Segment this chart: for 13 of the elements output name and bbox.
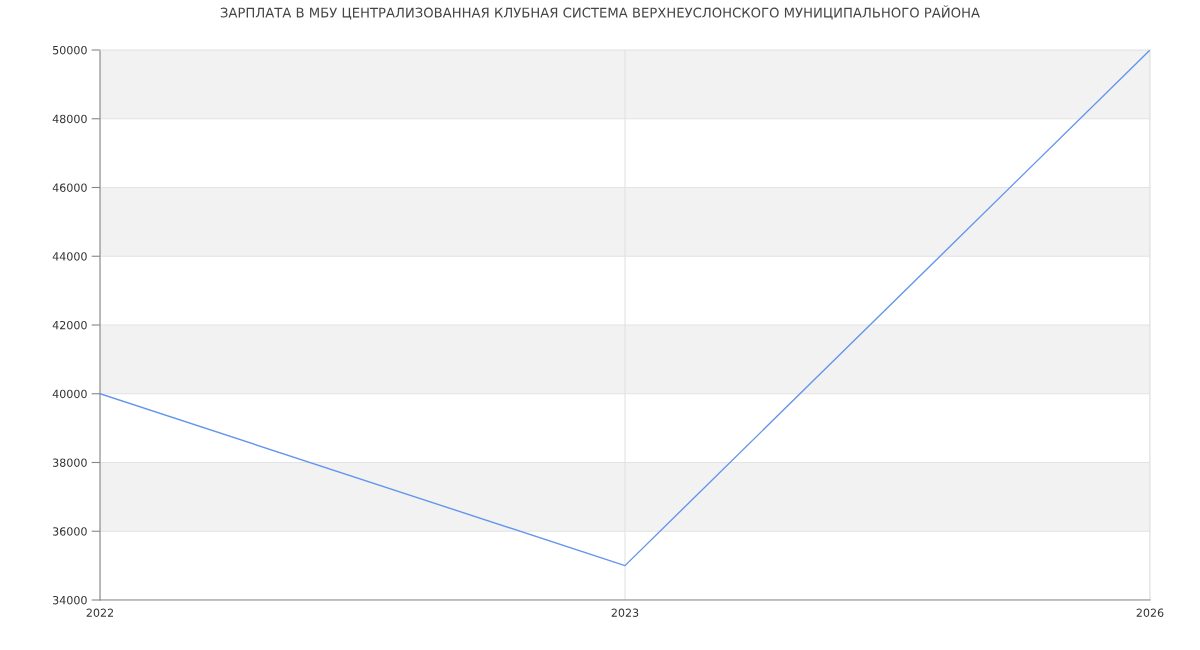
y-tick-label: 34000 (53, 595, 87, 605)
chart-title: ЗАРПЛАТА В МБУ ЦЕНТРАЛИЗОВАННАЯ КЛУБНАЯ СИСТЕМА ВЕРХНЕУСЛОНСКОГО МУНИЦИПАЛЬНОГО РАЙОНА (220, 5, 980, 20)
y-tick-label: 36000 (53, 527, 87, 536)
y-tick-label: 44000 (52, 252, 87, 261)
y-tick-label: 42000 (52, 320, 87, 330)
x-tick-label: 2022 (86, 608, 114, 617)
y-tick-label: 50000 (53, 45, 87, 55)
y-tick-label: 38000 (53, 458, 87, 467)
y-tick-label: 40000 (52, 389, 87, 399)
x-tick-label: 2026 (1136, 608, 1164, 617)
y-tick-label: 46000 (52, 183, 87, 192)
y-tick-label: 48000 (52, 114, 87, 124)
x-tick-label: 2023 (611, 608, 639, 617)
